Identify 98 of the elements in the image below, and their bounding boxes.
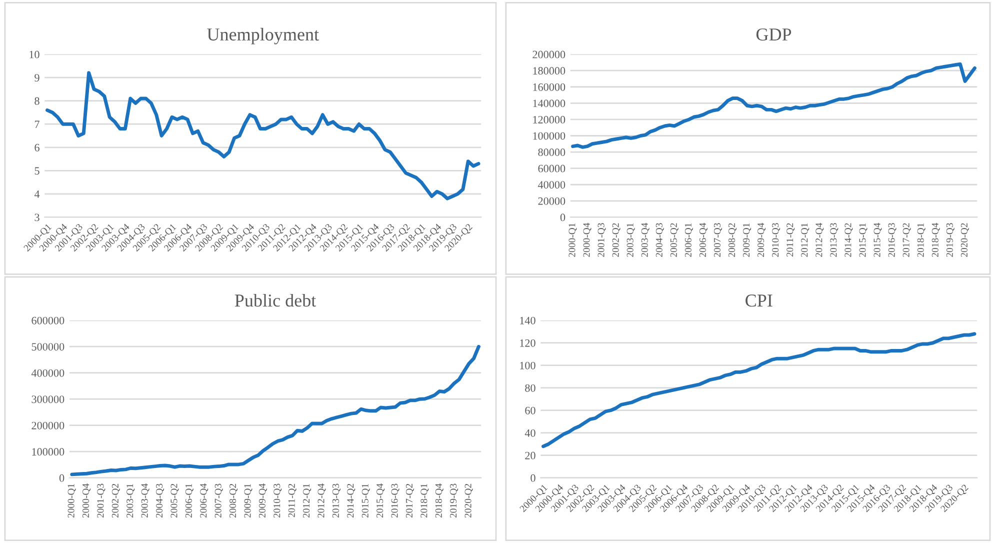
y-tick-label: 20 — [525, 452, 536, 460]
x-tick-label: 2013-Q3 — [332, 484, 340, 518]
x-tick-label: 2018-Q4 — [435, 484, 444, 518]
x-tick-label: 2009-Q4 — [258, 484, 267, 518]
x-tick-label: 2003-Q1 — [126, 484, 135, 518]
y-tick-label: 40000 — [538, 181, 566, 189]
x-tick-label: 2012-Q4 — [318, 484, 326, 518]
x-tick-label: 2000-Q4 — [583, 222, 592, 257]
chart-title: Unemployment — [207, 28, 319, 44]
y-tick-label: 600000 — [32, 316, 64, 324]
x-tick-label: 2014-Q2 — [844, 223, 853, 257]
x-tick-label: 2000-Q4 — [82, 484, 91, 518]
x-tick-label: 2016-Q3 — [391, 484, 400, 518]
x-tick-label: 2014-Q2 — [347, 484, 356, 518]
y-tick-label: 7 — [34, 120, 40, 128]
x-tick-label: 2019-Q3 — [946, 223, 954, 257]
y-tick-label: 8 — [34, 97, 40, 105]
x-tick-label: 2003-Q4 — [641, 222, 650, 257]
x-tick-label: 2015-Q1 — [362, 484, 370, 518]
x-tick-label: 2007-Q3 — [714, 223, 722, 257]
x-tick-label: 2001-Q3 — [97, 484, 106, 518]
x-tick-label: 2006-Q1 — [185, 484, 194, 518]
x-tick-label: 2005-Q2 — [670, 223, 678, 257]
y-tick-label: 9 — [34, 74, 40, 82]
x-tick-label: 2011-Q2 — [786, 223, 795, 257]
x-tick-label: 2006-Q1 — [684, 223, 693, 257]
y-tick-label: 200000 — [32, 422, 64, 430]
y-tick-label: 100000 — [32, 448, 64, 456]
y-tick-label: 4 — [34, 190, 40, 198]
y-tick-label: 60 — [525, 406, 536, 414]
y-tick-label: 20000 — [538, 197, 566, 205]
x-tick-label: 2009-Q1 — [743, 223, 752, 257]
y-tick-label: 100 — [520, 362, 536, 370]
x-tick-label: 2020-Q2 — [960, 223, 969, 257]
line-series — [70, 344, 480, 476]
x-tick-label: 2003-Q4 — [141, 484, 150, 518]
x-tick-label: 2009-Q1 — [244, 484, 252, 518]
y-tick-label: 80000 — [538, 148, 566, 156]
y-tick-label: 120000 — [533, 116, 566, 124]
x-tick-label: 2012-Q4 — [816, 222, 824, 257]
x-tick-label: 2015-Q1 — [859, 223, 868, 257]
y-tick-label: 400000 — [31, 369, 64, 377]
x-tick-label: 2019-Q3 — [450, 484, 458, 518]
x-tick-label: 2015-Q4 — [376, 484, 385, 518]
y-tick-label: 5 — [34, 167, 40, 175]
line-series — [542, 332, 976, 448]
x-tick-label: 2000-Q1 — [68, 484, 76, 518]
y-tick-label: 3 — [34, 214, 40, 222]
x-tick-label: 2004-Q3 — [156, 484, 164, 518]
y-tick-label: 180000 — [533, 67, 566, 75]
chart-title: Public debt — [234, 294, 316, 307]
y-tick-label: 500000 — [32, 343, 64, 351]
y-tick-label: 10 — [30, 50, 40, 58]
chart-title: GDP — [756, 28, 792, 41]
x-tick-label: 2004-Q3 — [656, 223, 664, 257]
x-tick-label: 2010-Q3 — [772, 223, 780, 257]
y-tick-label: 0 — [560, 214, 566, 222]
x-tick-label: 2018-Q1 — [917, 223, 926, 257]
y-tick-label: 100000 — [533, 132, 566, 140]
y-tick-label: 40 — [524, 429, 536, 437]
y-tick-label: 80 — [525, 384, 536, 392]
line-series — [46, 71, 480, 200]
y-tick-label: 0 — [530, 474, 536, 482]
x-tick-label: 2002-Q2 — [112, 484, 120, 518]
x-tick-label: 2002-Q2 — [612, 223, 620, 257]
y-tick-label: 60000 — [538, 164, 566, 172]
x-tick-label: 2001-Q3 — [598, 223, 606, 257]
y-tick-label: 140000 — [533, 100, 566, 108]
x-tick-label: 2008-Q2 — [229, 484, 238, 518]
x-tick-label: 2007-Q3 — [214, 484, 223, 518]
x-tick-label: 2016-Q3 — [888, 223, 896, 257]
chart-title: CPI — [746, 294, 772, 307]
x-tick-label: 2000-Q1 — [568, 223, 577, 257]
x-tick-label: 2013-Q3 — [830, 223, 838, 257]
x-tick-label: 2008-Q2 — [728, 223, 737, 257]
x-tick-label: 2005-Q2 — [170, 484, 179, 518]
x-tick-label: 2009-Q4 — [758, 222, 766, 257]
x-tick-label: 2017-Q2 — [902, 223, 911, 257]
y-tick-label: 0 — [59, 474, 64, 482]
x-tick-label: 2006-Q4 — [200, 484, 208, 518]
x-tick-label: 2012-Q1 — [303, 484, 312, 518]
x-tick-label: 2012-Q1 — [801, 223, 810, 257]
x-tick-label: 2018-Q4 — [932, 222, 940, 257]
x-tick-label: 2015-Q4 — [874, 222, 882, 257]
line-series — [571, 62, 976, 149]
x-tick-label: 2010-Q3 — [274, 484, 282, 518]
x-tick-label: 2020-Q2 — [464, 484, 473, 518]
x-tick-label: 2018-Q1 — [420, 484, 429, 518]
x-tick-label: 2006-Q4 — [699, 222, 708, 257]
y-tick-label: 6 — [34, 144, 40, 152]
y-tick-label: 160000 — [533, 83, 566, 91]
y-tick-label: 300000 — [32, 396, 64, 404]
y-tick-label: 200000 — [532, 50, 566, 58]
x-tick-label: 2003-Q1 — [626, 223, 635, 257]
y-tick-label: 120 — [520, 339, 536, 347]
x-tick-label: 2017-Q2 — [406, 484, 414, 518]
y-tick-label: 140 — [520, 316, 536, 324]
x-tick-label: 2011-Q2 — [288, 484, 296, 518]
